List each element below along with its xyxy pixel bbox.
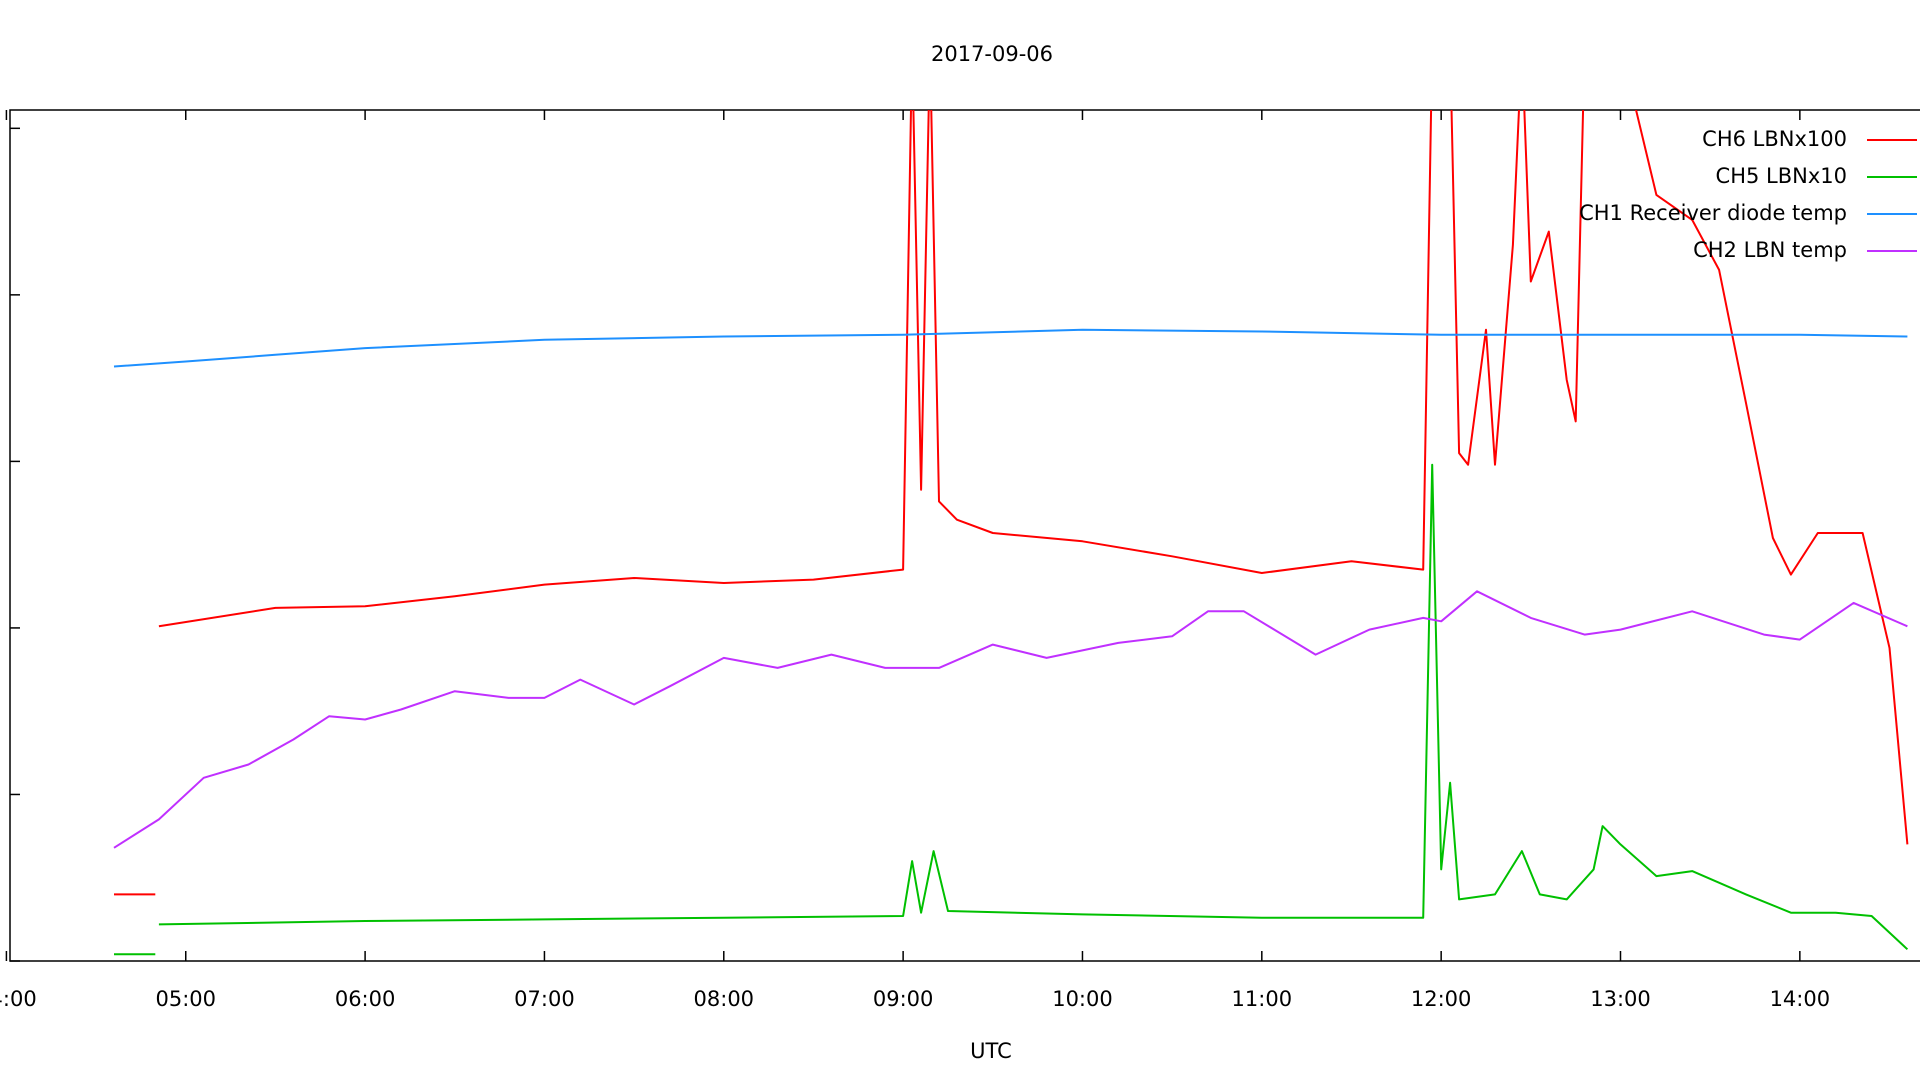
x-tick-label: 13:00 [1590,987,1651,1011]
x-axis-label: UTC [970,1039,1012,1063]
legend-label: CH6 LBNx100 [1702,127,1847,151]
legend-label: CH5 LBNx10 [1716,164,1847,188]
x-tick-label: 06:00 [335,987,396,1011]
x-tick-label: 08:00 [694,987,755,1011]
x-tick-label: 05:00 [155,987,216,1011]
series-line [113,590,1908,849]
plot-border [9,109,1920,962]
series-line [113,328,1908,368]
legend-label: CH1 Receiver diode temp [1579,201,1847,225]
legend-label: CH2 LBN temp [1693,238,1847,262]
x-tick-label: 07:00 [514,987,575,1011]
x-tick-label: 04:00 [0,987,37,1011]
series-line [114,463,1909,956]
chart-title: 2017-09-06 [931,42,1053,66]
series-line [114,110,1909,896]
x-tick-label: 14:00 [1770,987,1831,1011]
x-tick-label: 12:00 [1411,987,1472,1011]
x-tick-label: 11:00 [1232,987,1293,1011]
x-tick-label: 09:00 [873,987,934,1011]
x-tick-label: 10:00 [1052,987,1113,1011]
